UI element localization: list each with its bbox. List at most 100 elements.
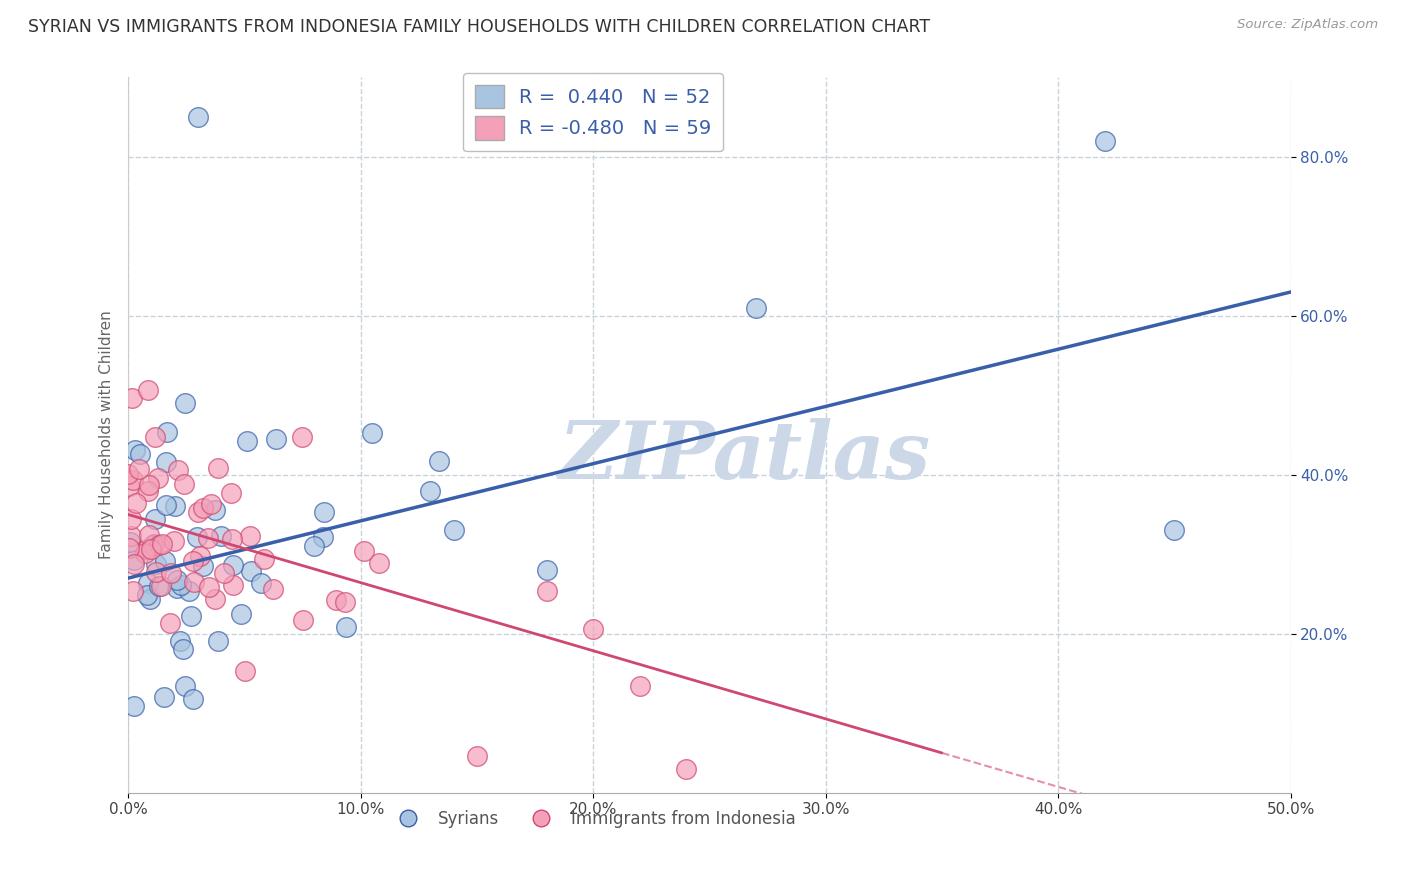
Point [675, 762, 697, 776]
Point [136, 483, 159, 498]
Point [291, 430, 314, 444]
Point [173, 477, 195, 491]
Point [465, 748, 488, 763]
Point [207, 634, 229, 648]
Point [187, 505, 209, 519]
Point [236, 434, 259, 449]
Point [198, 580, 221, 594]
Point [169, 633, 191, 648]
Point [138, 528, 160, 542]
Point [173, 396, 195, 410]
Point [233, 664, 256, 678]
Point [181, 554, 204, 568]
Point [122, 584, 145, 599]
Point [122, 558, 145, 572]
Point [443, 524, 465, 538]
Y-axis label: Family Households with Children: Family Households with Children [100, 310, 114, 559]
Point [142, 537, 165, 551]
Point [181, 691, 204, 706]
Point [124, 443, 146, 458]
Point [628, 679, 651, 693]
Point [166, 573, 188, 587]
Text: SYRIAN VS IMMIGRANTS FROM INDONESIA FAMILY HOUSEHOLDS WITH CHILDREN CORRELATION : SYRIAN VS IMMIGRANTS FROM INDONESIA FAMI… [28, 18, 931, 36]
Point [145, 565, 167, 579]
Point [207, 461, 229, 475]
Point [143, 429, 166, 443]
Point [142, 538, 165, 552]
Point [166, 581, 188, 595]
Point [143, 512, 166, 526]
Point [187, 110, 209, 124]
Point [1094, 134, 1116, 148]
Point [292, 613, 315, 627]
Point [302, 539, 325, 553]
Point [209, 529, 232, 543]
Point [156, 425, 179, 439]
Point [124, 698, 146, 713]
Point [138, 477, 160, 491]
Point [138, 592, 160, 607]
Point [186, 530, 208, 544]
Point [238, 529, 260, 543]
Point [368, 556, 391, 570]
Legend: Syrians, Immigrants from Indonesia: Syrians, Immigrants from Indonesia [384, 803, 801, 834]
Point [124, 496, 146, 510]
Point [120, 512, 142, 526]
Text: ZIPatlas: ZIPatlas [558, 417, 931, 495]
Point [253, 552, 276, 566]
Point [118, 479, 141, 493]
Point [136, 541, 159, 556]
Point [149, 579, 172, 593]
Point [165, 500, 187, 514]
Point [188, 549, 211, 563]
Point [191, 559, 214, 574]
Point [419, 483, 441, 498]
Point [177, 583, 200, 598]
Point [325, 592, 347, 607]
Point [221, 532, 243, 546]
Point [183, 575, 205, 590]
Point [222, 558, 245, 573]
Point [335, 595, 357, 609]
Point [139, 541, 162, 556]
Point [155, 498, 177, 512]
Point [136, 383, 159, 397]
Point [197, 531, 219, 545]
Point [155, 455, 177, 469]
Point [204, 592, 226, 607]
Point [152, 690, 174, 704]
Point [582, 622, 605, 636]
Point [180, 609, 202, 624]
Point [167, 463, 190, 477]
Point [136, 575, 159, 590]
Point [128, 447, 150, 461]
Point [240, 565, 263, 579]
Point [361, 425, 384, 440]
Point [335, 620, 357, 634]
Point [122, 473, 145, 487]
Text: Source: ZipAtlas.com: Source: ZipAtlas.com [1237, 18, 1378, 31]
Point [160, 566, 183, 580]
Point [163, 534, 186, 549]
Point [312, 505, 335, 519]
Point [128, 462, 150, 476]
Point [150, 537, 173, 551]
Point [170, 578, 193, 592]
Point [200, 497, 222, 511]
Point [262, 582, 284, 597]
Point [249, 576, 271, 591]
Point [312, 530, 335, 544]
Point [159, 615, 181, 630]
Point [135, 588, 157, 602]
Point [172, 642, 194, 657]
Point [745, 301, 768, 315]
Point [353, 543, 375, 558]
Point [173, 679, 195, 693]
Point [122, 553, 145, 567]
Point [118, 541, 141, 555]
Point [148, 538, 170, 552]
Point [427, 454, 450, 468]
Point [231, 607, 253, 621]
Point [121, 391, 143, 405]
Point [221, 486, 243, 500]
